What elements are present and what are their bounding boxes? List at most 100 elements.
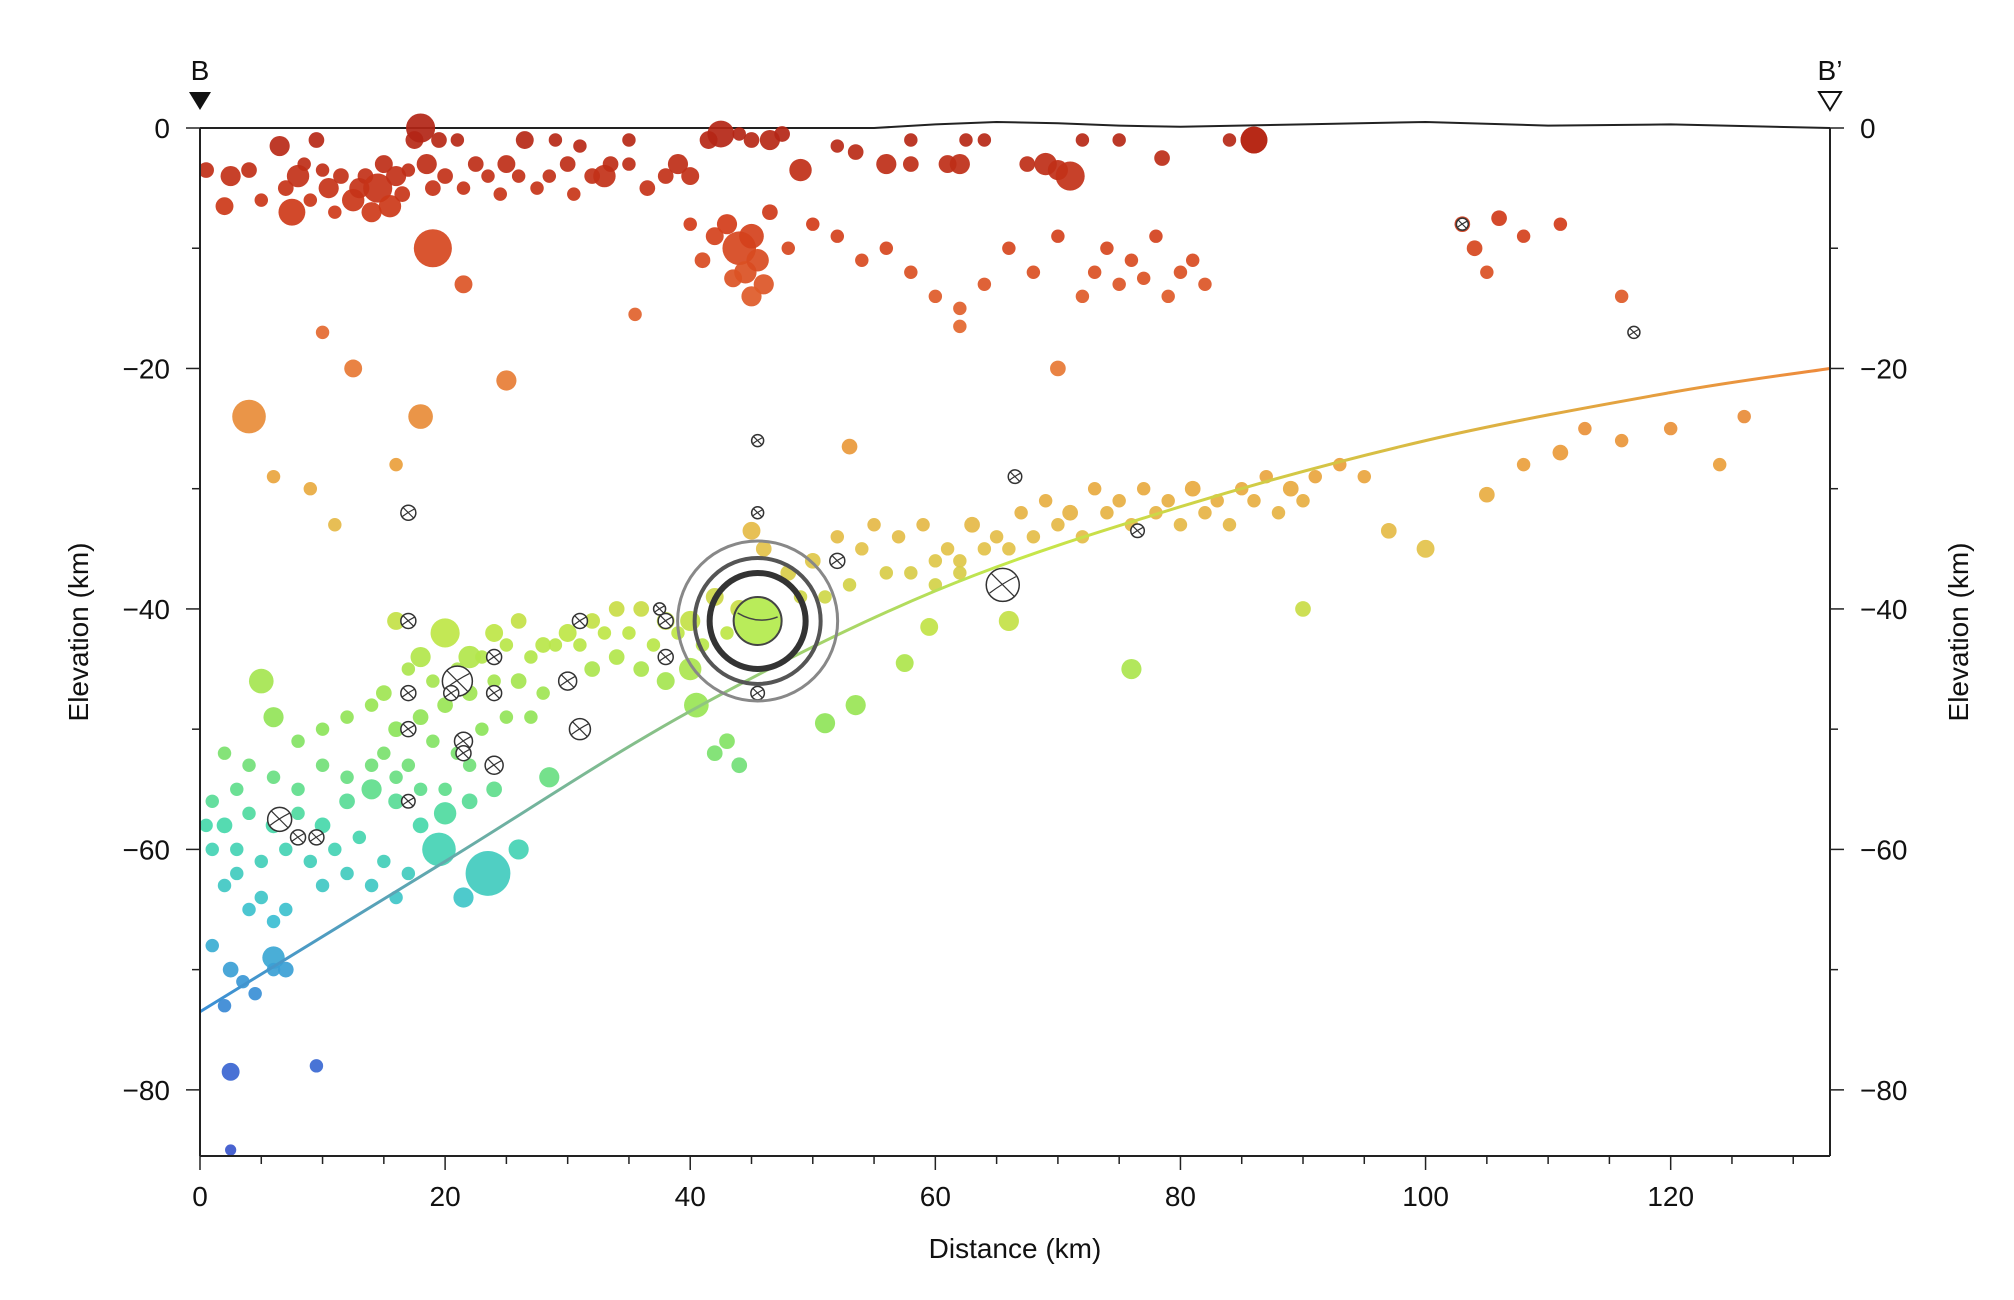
focal-mechanisms bbox=[266, 217, 1641, 846]
quake-point-s1-0 bbox=[413, 229, 452, 268]
quake-point-s4-18 bbox=[633, 661, 650, 677]
quake-point-s0-22 bbox=[378, 194, 402, 218]
endpoint-marker-left bbox=[189, 92, 211, 110]
quake-point-s0-20 bbox=[363, 173, 393, 203]
quake-point-s0-23 bbox=[386, 166, 407, 187]
quake-point-s3-46 bbox=[904, 566, 918, 580]
quake-point-s5-48 bbox=[230, 782, 244, 797]
quake-point-s3-5 bbox=[855, 542, 869, 556]
quake-point-s1-36 bbox=[855, 253, 869, 267]
quake-point-s3-19 bbox=[1184, 480, 1201, 497]
focal-mechanism-plane-b-28 bbox=[1457, 220, 1468, 228]
quake-point-s2-6 bbox=[303, 481, 318, 496]
topography-layer bbox=[200, 120, 1831, 129]
quake-point-s0-71 bbox=[1112, 133, 1126, 147]
quake-point-s4-12 bbox=[680, 610, 701, 632]
quake-point-s6-5 bbox=[205, 938, 219, 953]
topography-line bbox=[200, 120, 1831, 129]
quake-point-s4-59 bbox=[1121, 658, 1142, 680]
quake-point-s0-11 bbox=[308, 132, 325, 148]
quake-point-s5-40 bbox=[315, 878, 330, 893]
quake-point-s0-4 bbox=[254, 193, 268, 207]
focal-mechanism-plane-b-23 bbox=[310, 833, 323, 842]
slab-profile-layer bbox=[199, 366, 1831, 1013]
focal-mechanism-plane-b-29 bbox=[1628, 328, 1639, 336]
quake-point-s0-32 bbox=[450, 133, 465, 147]
quake-point-s3-45 bbox=[879, 566, 894, 580]
quake-point-s0-21 bbox=[374, 155, 393, 174]
focal-mechanism-plane-b-0 bbox=[401, 508, 415, 517]
focal-mechanism-plane-b-6 bbox=[455, 736, 471, 747]
quake-point-s0-70 bbox=[1075, 133, 1090, 147]
focal-mechanism-plane-b-26 bbox=[1009, 472, 1021, 481]
quake-point-s0-5 bbox=[269, 135, 290, 157]
focal-mechanism-16 bbox=[657, 648, 674, 666]
quake-point-s4-65 bbox=[426, 734, 440, 748]
quake-point-s3-0 bbox=[742, 521, 761, 540]
quake-point-s5-37 bbox=[413, 782, 428, 797]
quake-point-s4-46 bbox=[646, 638, 661, 652]
focal-mechanism-plane-b-22 bbox=[291, 833, 305, 842]
quake-point-s4-69 bbox=[524, 710, 538, 724]
quake-point-s3-6 bbox=[867, 518, 881, 532]
quake-point-s4-8 bbox=[584, 613, 601, 629]
focal-mechanism-7 bbox=[455, 744, 472, 762]
quake-point-s1-25 bbox=[1124, 253, 1139, 267]
focal-mechanism-plane-b-12 bbox=[571, 723, 589, 735]
x-tick-label-80: 80 bbox=[1165, 1181, 1196, 1212]
featured-ring-2 bbox=[706, 569, 809, 672]
quake-point-s5-32 bbox=[291, 782, 305, 797]
quake-point-s4-41 bbox=[524, 650, 538, 664]
quake-point-s0-48 bbox=[622, 157, 636, 171]
quake-point-s5-33 bbox=[315, 758, 330, 772]
quake-point-s2-11 bbox=[1552, 444, 1569, 461]
quake-point-s0-75 bbox=[830, 139, 845, 153]
quake-point-s5-12 bbox=[314, 817, 331, 834]
quake-point-s1-31 bbox=[977, 277, 992, 292]
quake-point-s5-4 bbox=[539, 767, 560, 788]
focal-mechanism-28 bbox=[1455, 217, 1470, 231]
focal-mechanism-plane-b-17 bbox=[752, 437, 763, 445]
focal-mechanism-25 bbox=[985, 567, 1020, 603]
quake-point-s0-79 bbox=[732, 127, 746, 141]
quake-point-s4-30 bbox=[340, 710, 354, 724]
quake-point-s1-12 bbox=[683, 217, 697, 231]
quake-point-s0-78 bbox=[573, 139, 587, 153]
focal-mechanism-8 bbox=[485, 684, 503, 702]
quake-point-s4-33 bbox=[263, 707, 284, 728]
quake-point-s0-34 bbox=[467, 156, 484, 172]
y-tick-label-left--20: −20 bbox=[123, 353, 171, 384]
quake-point-s3-7 bbox=[891, 530, 906, 544]
quake-point-s5-49 bbox=[200, 818, 213, 833]
quake-point-s4-28 bbox=[388, 721, 404, 738]
quake-point-s4-49 bbox=[720, 626, 734, 640]
quake-point-s1-41 bbox=[1198, 277, 1212, 292]
quake-point-s3-36 bbox=[1222, 518, 1237, 532]
quake-point-s4-1 bbox=[458, 645, 481, 669]
quake-point-s7-0 bbox=[221, 1062, 240, 1081]
quake-point-s4-7 bbox=[558, 624, 577, 642]
quake-point-s0-31 bbox=[437, 168, 453, 184]
earthquake-points bbox=[200, 113, 1751, 1156]
quake-point-s4-20 bbox=[584, 661, 601, 677]
quake-point-s5-47 bbox=[266, 914, 281, 929]
quake-point-s0-29 bbox=[425, 180, 441, 196]
quake-point-s0-24 bbox=[394, 186, 411, 202]
quake-point-s0-49 bbox=[639, 180, 656, 196]
x-tick-label-20: 20 bbox=[430, 1181, 461, 1212]
quake-point-s3-27 bbox=[1380, 522, 1397, 539]
quake-point-s4-0 bbox=[430, 618, 460, 648]
quake-point-s1-22 bbox=[1087, 265, 1102, 280]
focal-mechanism-3 bbox=[442, 684, 460, 702]
focal-mechanism-5 bbox=[400, 720, 417, 738]
quake-point-s4-60 bbox=[1295, 601, 1311, 617]
focal-mechanism-24 bbox=[400, 793, 416, 809]
quake-point-s4-62 bbox=[953, 566, 967, 580]
quake-point-s5-6 bbox=[461, 793, 478, 810]
quake-point-s2-12 bbox=[1614, 433, 1629, 448]
quake-point-s1-23 bbox=[1100, 241, 1114, 255]
quake-point-s4-54 bbox=[814, 713, 836, 734]
x-tick-label-40: 40 bbox=[675, 1181, 706, 1212]
quake-point-s0-47 bbox=[602, 156, 619, 172]
y-tick-label-left--80: −80 bbox=[123, 1075, 171, 1106]
